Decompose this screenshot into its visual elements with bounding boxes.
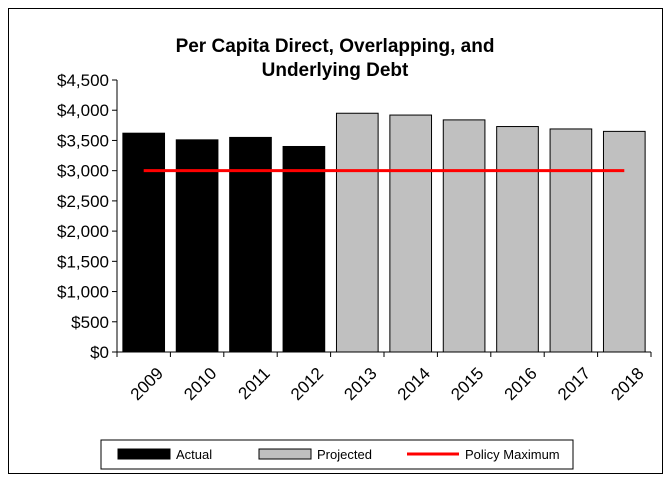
y-tick-label: $500 [71, 313, 109, 332]
legend-label-actual: Actual [176, 447, 212, 462]
bar-projected-2017 [549, 128, 593, 353]
x-tick-label: 2014 [394, 364, 434, 404]
y-tick-label: $2,000 [57, 222, 109, 241]
bar-actual-2010 [175, 139, 219, 353]
x-tick-label: 2013 [340, 364, 380, 404]
x-tick-label: 2018 [607, 364, 647, 404]
legend: Actual Projected Policy Maximum [100, 439, 574, 470]
x-tick-label: 2012 [287, 364, 327, 404]
x-tick-label: 2017 [554, 364, 594, 404]
y-tick-label: $2,500 [57, 192, 109, 211]
bars [122, 112, 646, 353]
bar-projected-2018 [602, 130, 646, 353]
y-tick-label: $1,500 [57, 252, 109, 271]
x-tick-label: 2011 [235, 364, 274, 403]
chart-title-line-2: Underlying Debt [262, 60, 409, 81]
bar-actual-2011 [229, 136, 272, 353]
bar-actual-2012 [282, 145, 326, 353]
chart-title-line-1: Per Capita Direct, Overlapping, and [176, 36, 495, 57]
legend-box [100, 439, 574, 470]
y-tick-label: $1,000 [57, 283, 109, 302]
y-axis-ticks: $0 $500 $1,000 $1,500 $2,000 $2,500 $3,000 $3,5… [57, 71, 117, 362]
legend-label-policy-maximum: Policy Maximum [465, 447, 560, 462]
legend-swatch-projected [258, 448, 312, 460]
bar-projected-2014 [389, 114, 433, 353]
bar-projected-2016 [496, 126, 539, 353]
x-tick-label: 2010 [180, 364, 220, 404]
y-tick-label: $3,000 [57, 162, 109, 181]
y-tick-label: $4,000 [57, 101, 109, 120]
y-tick-label: $0 [90, 343, 109, 362]
legend-label-projected: Projected [317, 447, 372, 462]
x-tick-label: 2009 [127, 364, 167, 404]
bar-actual-2009 [122, 132, 166, 353]
legend-swatch-actual [117, 448, 171, 460]
x-tick-label: 2015 [447, 364, 487, 404]
bar-projected-2013 [335, 112, 379, 353]
bar-projected-2015 [442, 119, 486, 353]
x-axis-ticks: 2009 2010 2011 2012 2013 2014 2015 2016 2017 2018 [116, 352, 652, 404]
chart-svg: Per Capita Direct, Overlapping, and Unde… [57, 36, 652, 470]
y-tick-label: $4,500 [57, 71, 109, 90]
y-tick-label: $3,500 [57, 131, 109, 150]
chart-frame: Per Capita Direct, Overlapping, and Unde… [8, 8, 663, 474]
x-tick-label: 2016 [501, 364, 541, 404]
